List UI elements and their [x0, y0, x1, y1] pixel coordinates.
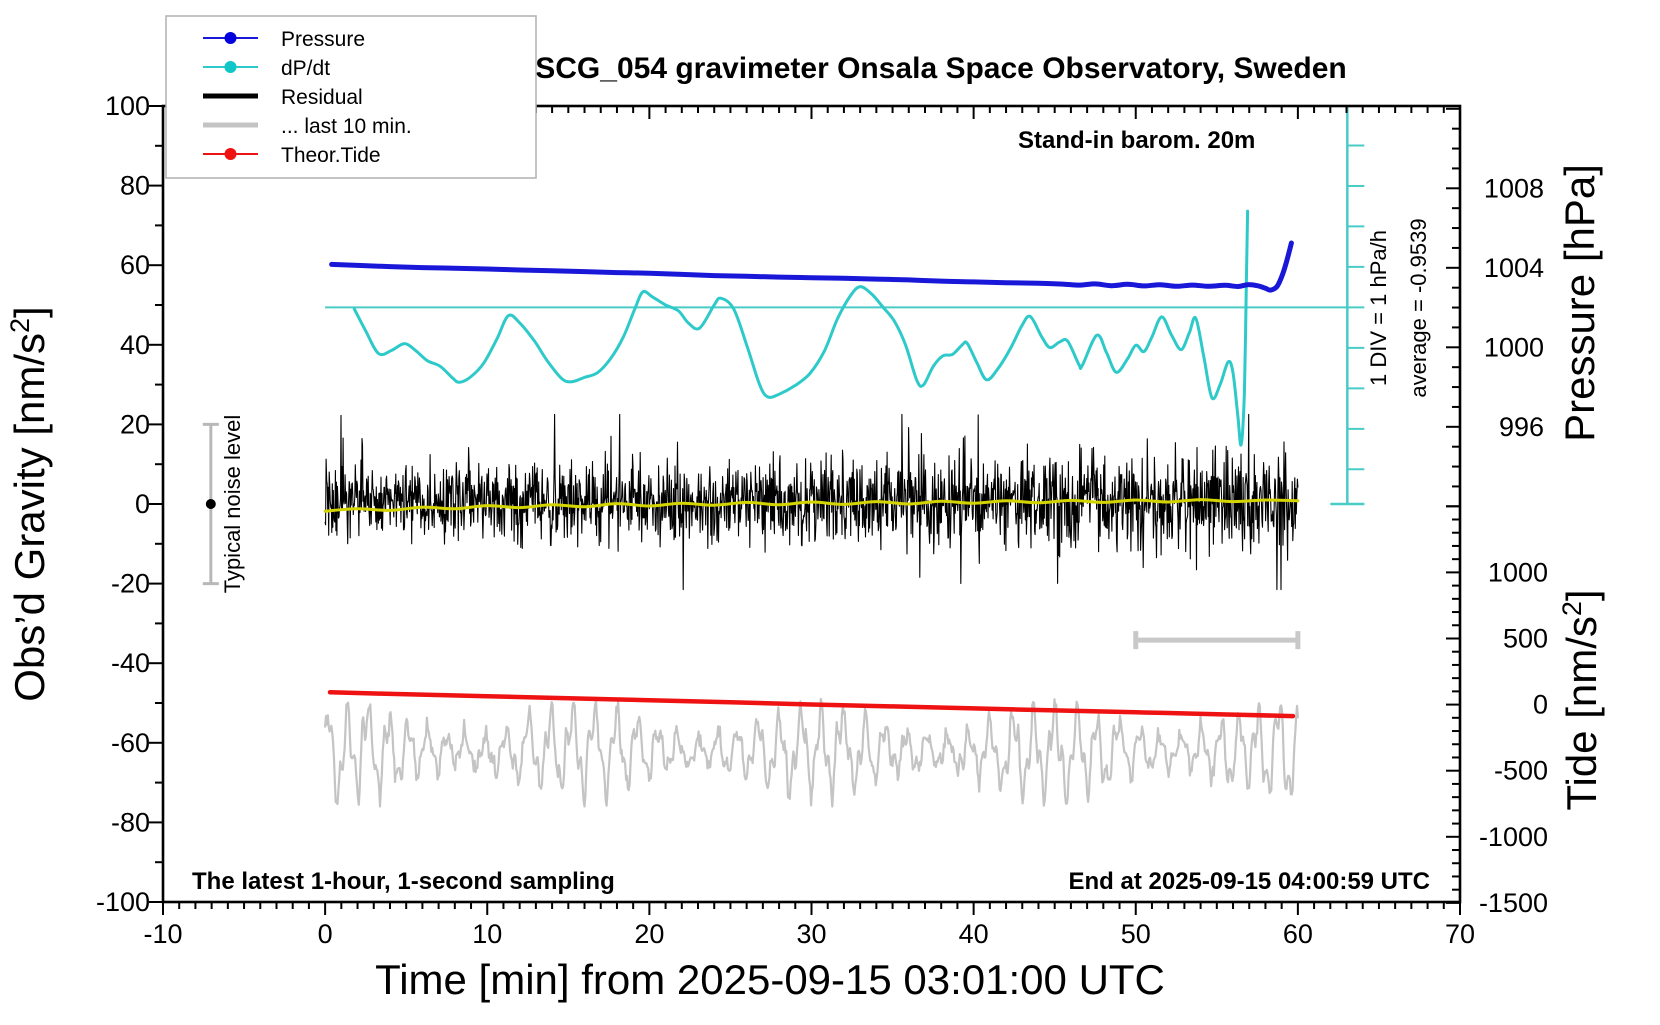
gravity-tick-label: -60	[111, 728, 150, 758]
legend-item-pressure: Pressure	[281, 28, 365, 51]
legend-item-residual: Residual	[281, 86, 363, 109]
gravity-tick-label: -20	[111, 569, 150, 599]
series-theor-tide	[327, 690, 1296, 719]
tide-tick-label: 0	[1533, 690, 1548, 720]
typical-noise-level-label: Typical noise level	[220, 415, 245, 594]
series-residual-smoothed	[323, 498, 1300, 513]
legend-item-theortide: Theor.Tide	[281, 144, 381, 167]
tide-tick-label: 500	[1503, 623, 1548, 653]
tide-tick-label: -1000	[1479, 822, 1548, 852]
gravity-tick-label: -40	[111, 648, 150, 678]
gravity-tick-label: 100	[105, 91, 150, 121]
standin-barometer-note: Stand-in barom. 20m	[1018, 127, 1255, 154]
series-pressure	[329, 240, 1294, 293]
x-tick-label: 60	[1283, 919, 1313, 949]
x-tick-label: 40	[959, 919, 989, 949]
legend-marker-dot	[224, 61, 237, 73]
x-tick-label: 70	[1445, 919, 1475, 949]
legend-marker-dot	[224, 32, 237, 44]
legend-markers	[203, 32, 258, 160]
series-residual	[324, 413, 1299, 591]
pressure-tick-label: 996	[1499, 412, 1544, 442]
div-scale-note: 1 DIV = 1 hPa/h	[1366, 230, 1391, 386]
pressure-tick-label: 1004	[1484, 253, 1544, 283]
sampling-note: The latest 1-hour, 1-second sampling	[192, 868, 615, 895]
pressure-axis-title: Pressure [hPa]	[1556, 164, 1603, 442]
x-tick-label: 30	[796, 919, 826, 949]
series-dpdt	[352, 209, 1250, 447]
x-tick-label: 0	[318, 919, 333, 949]
end-time-note: End at 2025-09-15 04:00:59 UTC	[1069, 868, 1431, 895]
series-last-10-min	[324, 697, 1299, 808]
x-tick-label: 50	[1121, 919, 1151, 949]
gravity-tick-label: 20	[120, 409, 150, 439]
tide-tick-label: -500	[1494, 756, 1548, 786]
x-axis-title: Time [min] from 2025-09-15 03:01:00 UTC	[375, 956, 1165, 1003]
pressure-tick-label: 1008	[1484, 173, 1544, 203]
gravity-tick-label: 80	[120, 171, 150, 201]
gravity-tick-label: -100	[96, 887, 150, 917]
noise-level-dot	[205, 499, 216, 509]
x-tick-label: -10	[143, 919, 182, 949]
tide-tick-label: 1000	[1488, 557, 1548, 587]
gravity-tick-label: -80	[111, 807, 150, 837]
x-tick-label: 10	[472, 919, 502, 949]
gravity-tick-label: 40	[120, 330, 150, 360]
gravity-tick-label: 60	[120, 250, 150, 280]
x-tick-label: 20	[634, 919, 664, 949]
gravity-axis-title: Obs’d Gravity [nm/s2]	[5, 306, 53, 701]
tide-axis-title: Tide [nm/s2]	[1557, 589, 1605, 810]
tide-tick-label: -1500	[1479, 888, 1548, 918]
legend-item-last10: ... last 10 min.	[281, 115, 412, 138]
average-dpdt-note: average = -0.9539	[1406, 218, 1431, 397]
legend-item-dpdt: dP/dt	[281, 57, 330, 80]
pressure-tick-label: 1000	[1484, 332, 1544, 362]
plot-layer: -10 0 10 20 30 40 50 60 70100806040200-20-40-60-…	[96, 91, 1548, 949]
chart-title: SCG_054 gravimeter Onsala Space Observat…	[535, 52, 1347, 85]
gravity-tick-label: 0	[135, 489, 150, 519]
legend: Pressure dP/dt Residual ... last 10 min.…	[165, 15, 537, 179]
legend-marker-dot	[224, 148, 237, 160]
